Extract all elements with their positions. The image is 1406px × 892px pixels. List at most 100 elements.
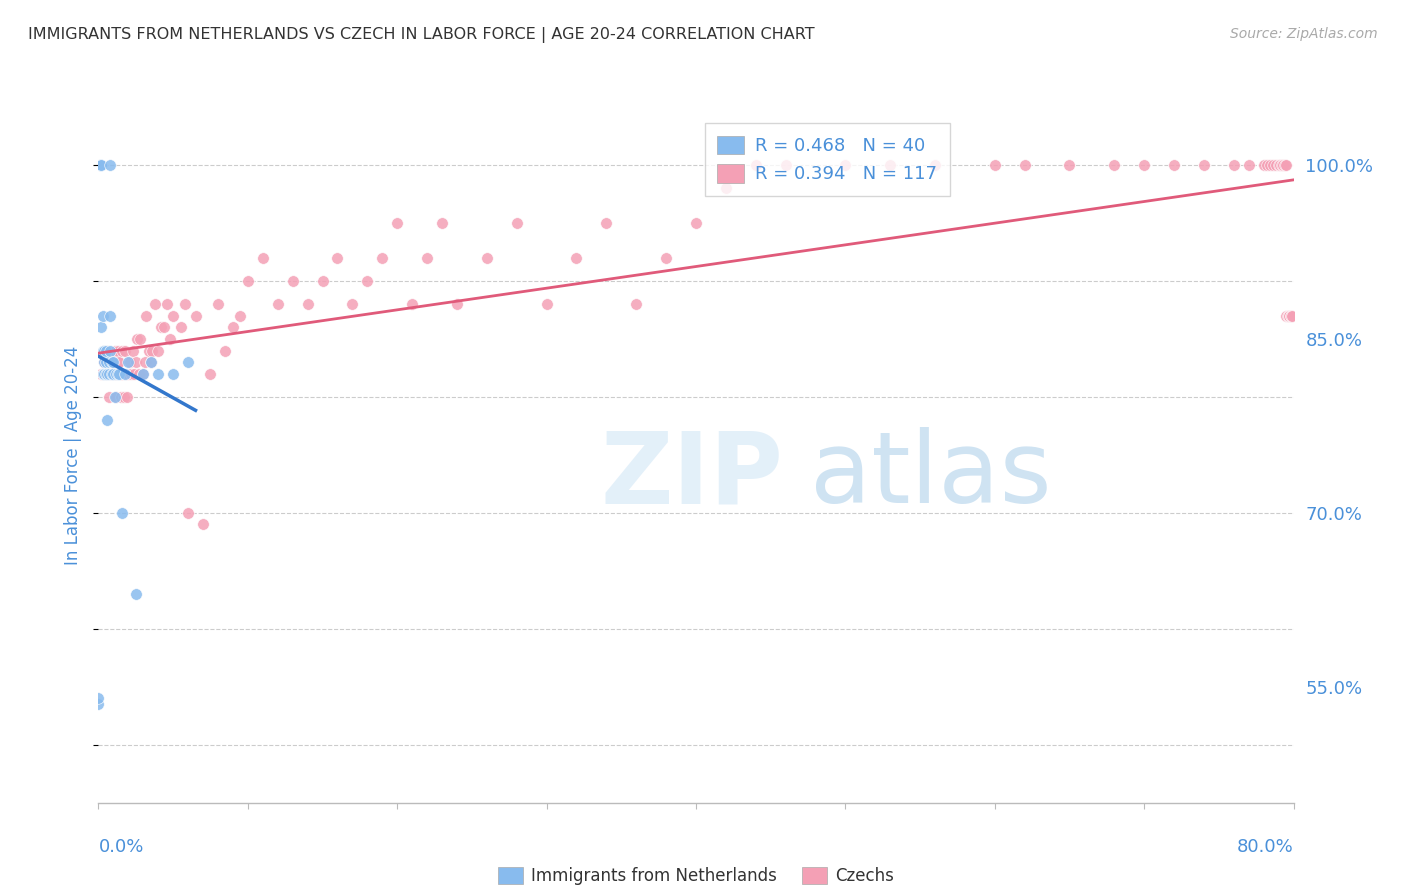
Point [100,367,122,381]
Point [101,355,124,369]
Point [1261,158,1284,172]
Point [127,332,149,346]
Point [103,367,125,381]
Point [229,309,252,323]
Point [1267,158,1289,172]
Point [1275,309,1298,323]
Point [834,158,856,172]
Point [138,343,160,358]
Point [1271,158,1294,172]
Point [111,343,134,358]
Point [107,355,129,369]
Point [134,355,156,369]
Text: Source: ZipAtlas.com: Source: ZipAtlas.com [1230,27,1378,41]
Point [110,367,132,381]
Point [94,343,117,358]
Point [91,309,114,323]
Point [104,390,127,404]
Point [475,251,498,265]
Point [162,309,184,323]
Point [924,158,946,172]
Point [103,355,125,369]
Point [342,297,364,311]
Point [177,506,200,520]
Point [96,355,118,369]
Point [1281,309,1303,323]
Point [159,332,181,346]
Point [125,587,148,601]
Point [1277,309,1299,323]
Point [94,367,117,381]
Point [1223,158,1246,172]
Point [110,390,132,404]
Point [108,367,131,381]
Point [93,343,115,358]
Point [93,367,115,381]
Point [1279,309,1302,323]
Point [111,506,134,520]
Point [416,251,439,265]
Point [565,251,588,265]
Point [162,367,184,381]
Point [90,367,112,381]
Point [118,355,141,369]
Point [103,367,125,381]
Text: 80.0%: 80.0% [1237,838,1294,856]
Point [1272,158,1295,172]
Point [97,390,120,404]
Point [148,367,170,381]
Point [536,297,558,311]
Point [101,355,124,369]
Point [153,320,176,334]
Point [107,367,129,381]
Legend: R = 0.468   N = 40, R = 0.394   N = 117: R = 0.468 N = 40, R = 0.394 N = 117 [704,123,950,196]
Point [506,216,529,230]
Point [1279,309,1302,323]
Point [184,309,207,323]
Point [124,367,146,381]
Point [191,517,214,532]
Point [111,367,134,381]
Point [89,158,111,172]
Point [281,274,304,288]
Point [1059,158,1081,172]
Point [100,309,122,323]
Point [200,367,222,381]
Point [156,297,179,311]
Point [129,332,152,346]
Point [94,355,117,369]
Point [115,390,138,404]
Y-axis label: In Labor Force | Age 20-24: In Labor Force | Age 20-24 [65,345,83,565]
Point [1163,158,1185,172]
Point [141,343,163,358]
Point [94,367,117,381]
Point [356,274,378,288]
Point [93,355,115,369]
Point [1275,158,1298,172]
Point [326,251,349,265]
Text: IMMIGRANTS FROM NETHERLANDS VS CZECH IN LABOR FORCE | AGE 20-24 CORRELATION CHAR: IMMIGRANTS FROM NETHERLANDS VS CZECH IN … [28,27,814,43]
Point [1237,158,1260,172]
Point [91,343,114,358]
Text: atlas: atlas [810,427,1052,524]
Point [128,367,150,381]
Point [1268,158,1291,172]
Point [1014,158,1036,172]
Point [1192,158,1215,172]
Point [120,367,142,381]
Point [87,691,110,706]
Point [1104,158,1126,172]
Point [385,216,409,230]
Point [96,367,118,381]
Point [93,355,115,369]
Point [96,413,118,427]
Point [1253,158,1275,172]
Point [108,367,131,381]
Point [177,355,200,369]
Point [214,343,236,358]
Point [1258,158,1281,172]
Point [101,367,124,381]
Point [91,367,114,381]
Point [100,343,122,358]
Point [252,251,274,265]
